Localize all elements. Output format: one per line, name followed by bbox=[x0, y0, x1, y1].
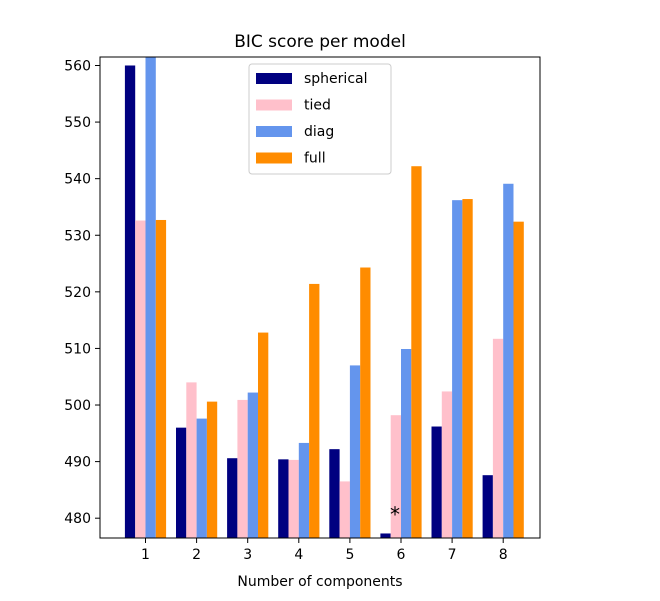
bar-full-7 bbox=[462, 199, 473, 539]
bar-diag-2 bbox=[196, 418, 207, 538]
y-tick-label: 490 bbox=[64, 455, 91, 471]
x-tick-label: 1 bbox=[141, 547, 150, 563]
y-tick-label: 510 bbox=[64, 341, 91, 357]
bar-spherical-8 bbox=[482, 475, 493, 538]
x-tick-label: 4 bbox=[294, 547, 303, 563]
y-tick-label: 530 bbox=[64, 228, 91, 244]
x-tick-label: 5 bbox=[345, 547, 354, 563]
bar-tied-5 bbox=[339, 481, 350, 538]
y-axis: 480 490 500 510 520 530 540 550 560 bbox=[64, 58, 100, 527]
bar-tied-1 bbox=[135, 220, 146, 539]
bar-diag-8 bbox=[503, 183, 514, 538]
legend-swatch-spherical bbox=[256, 73, 292, 84]
bar-tied-2 bbox=[186, 382, 197, 538]
x-tick-label: 3 bbox=[243, 547, 252, 563]
bar-full-5 bbox=[360, 267, 371, 538]
bar-spherical-4 bbox=[278, 459, 289, 538]
bar-full-6 bbox=[411, 166, 422, 538]
bar-full-4 bbox=[309, 283, 320, 538]
x-tick-label: 8 bbox=[499, 547, 508, 563]
bar-diag-6 bbox=[401, 349, 412, 538]
bar-full-8 bbox=[513, 221, 524, 539]
bar-diag-5 bbox=[349, 365, 361, 538]
bar-tied-4 bbox=[288, 459, 299, 538]
bar-tied-7 bbox=[441, 391, 453, 538]
x-axis-label: Number of components bbox=[237, 574, 402, 590]
bar-diag-3 bbox=[247, 392, 258, 538]
bar-spherical-3 bbox=[227, 458, 238, 538]
legend-label-full: full bbox=[304, 151, 326, 167]
bar-full-1 bbox=[155, 219, 167, 538]
legend-label-spherical: spherical bbox=[304, 71, 367, 87]
x-tick-label: 2 bbox=[192, 547, 201, 563]
bar-tied-3 bbox=[237, 399, 248, 538]
legend-swatch-diag bbox=[256, 126, 292, 137]
legend-swatch-tied bbox=[256, 99, 292, 111]
bar-full-2 bbox=[206, 401, 218, 538]
x-tick-label: 6 bbox=[397, 547, 406, 563]
bar-spherical-7 bbox=[431, 426, 442, 538]
y-tick-label: 500 bbox=[64, 398, 91, 414]
y-tick-label: 550 bbox=[64, 115, 91, 131]
y-tick-label: 480 bbox=[64, 511, 91, 527]
legend: spherical tied diag full bbox=[248, 63, 392, 175]
bars-layer bbox=[124, 57, 524, 539]
legend-label-diag: diag bbox=[304, 124, 334, 140]
best-model-marker: * bbox=[390, 502, 400, 526]
legend-label-tied: tied bbox=[304, 98, 331, 114]
bar-tied-8 bbox=[492, 338, 504, 538]
x-tick-label: 7 bbox=[448, 547, 457, 563]
bar-spherical-6 bbox=[380, 533, 391, 538]
x-axis: 1 2 3 4 5 6 7 8 bbox=[141, 538, 508, 563]
bar-spherical-2 bbox=[176, 427, 187, 538]
bar-diag-1 bbox=[145, 57, 156, 538]
y-tick-label: 540 bbox=[64, 172, 91, 188]
y-tick-label: 560 bbox=[64, 58, 91, 74]
legend-swatch-full bbox=[256, 152, 292, 164]
bar-full-3 bbox=[258, 332, 269, 538]
legend-box bbox=[248, 63, 392, 175]
bar-spherical-5 bbox=[329, 449, 340, 538]
chart-title: BIC score per model bbox=[234, 32, 406, 52]
bar-diag-7 bbox=[452, 200, 463, 539]
annotation-layer: * bbox=[390, 502, 400, 526]
bar-tied-6 bbox=[390, 415, 401, 538]
y-tick-label: 520 bbox=[64, 285, 91, 301]
plot-frame bbox=[99, 56, 541, 539]
bar-spherical-1 bbox=[124, 65, 136, 539]
bar-diag-4 bbox=[298, 442, 310, 538]
